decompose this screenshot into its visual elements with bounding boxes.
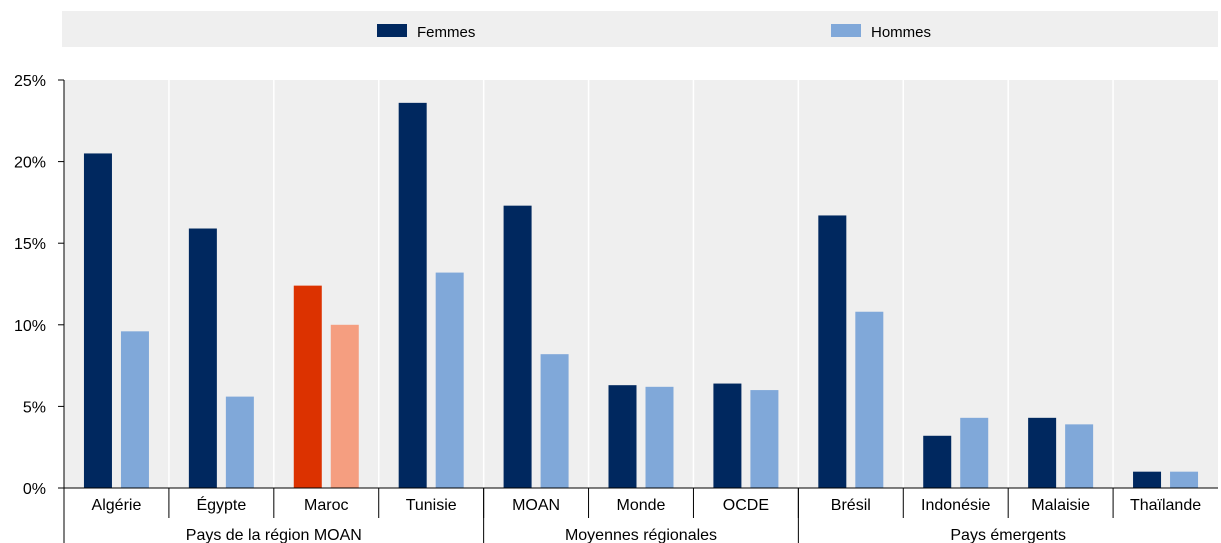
legend-swatch-1 bbox=[831, 24, 861, 37]
category-label: Égypte bbox=[196, 495, 246, 514]
bar-femmes-8 bbox=[923, 435, 952, 488]
y-tick-label: 20% bbox=[14, 155, 46, 172]
y-axis-ticks: 0% 5% 10% 15% 20% 25% bbox=[14, 73, 64, 498]
bar-hommes-8 bbox=[960, 417, 989, 488]
category-label: Monde bbox=[617, 497, 666, 514]
x-axis-groups: Pays de la région MOAN Moyennes régionale… bbox=[186, 488, 1066, 543]
legend-label-1: Hommes bbox=[871, 24, 931, 41]
y-tick-label: 15% bbox=[14, 236, 46, 253]
bar-hommes-7 bbox=[855, 311, 884, 488]
bar-femmes-1 bbox=[188, 228, 217, 488]
category-label: Thaïlande bbox=[1130, 497, 1201, 514]
category-label: Indonésie bbox=[921, 497, 990, 514]
bar-hommes-6 bbox=[750, 390, 779, 488]
group-label: Pays émergents bbox=[950, 527, 1066, 543]
bar-femmes-2 bbox=[293, 285, 322, 488]
group-label: Moyennes régionales bbox=[565, 527, 717, 543]
x-axis-categories: Algérie Égypte Maroc Tunisie MOAN Monde OCDE Br… bbox=[92, 488, 1201, 518]
bar-femmes-0 bbox=[83, 153, 112, 488]
bar-femmes-3 bbox=[398, 102, 427, 489]
bar-hommes-10 bbox=[1170, 471, 1199, 488]
legend-background bbox=[62, 11, 1218, 47]
bar-femmes-10 bbox=[1133, 471, 1162, 488]
y-tick-label: 0% bbox=[23, 481, 46, 498]
y-tick-label: 5% bbox=[23, 399, 46, 416]
bar-hommes-9 bbox=[1065, 424, 1094, 488]
bar-hommes-5 bbox=[645, 386, 674, 488]
bar-hommes-2 bbox=[330, 324, 359, 488]
legend-label-0: Femmes bbox=[417, 24, 475, 41]
legend-swatch-0 bbox=[377, 24, 407, 37]
bar-femmes-5 bbox=[608, 385, 637, 488]
bar-femmes-6 bbox=[713, 383, 742, 488]
category-label: OCDE bbox=[723, 497, 769, 514]
bar-femmes-4 bbox=[503, 205, 532, 488]
y-tick-label: 10% bbox=[14, 318, 46, 335]
plot-background bbox=[64, 80, 1218, 488]
category-label: Tunisie bbox=[406, 497, 457, 514]
axes bbox=[63, 80, 1218, 543]
bar-femmes-7 bbox=[818, 215, 847, 488]
bar-hommes-3 bbox=[435, 272, 464, 488]
bar-hommes-0 bbox=[120, 331, 149, 488]
category-label: Brésil bbox=[831, 497, 871, 514]
bars bbox=[83, 102, 1199, 489]
group-label: Pays de la région MOAN bbox=[186, 527, 362, 543]
y-tick-label: 25% bbox=[14, 73, 46, 90]
category-label: Malaisie bbox=[1031, 497, 1090, 514]
bar-hommes-1 bbox=[225, 396, 254, 488]
category-label: MOAN bbox=[512, 497, 560, 514]
category-label: Maroc bbox=[304, 497, 348, 514]
gridlines bbox=[168, 80, 1114, 488]
bar-hommes-4 bbox=[540, 354, 569, 488]
legend: Femmes Hommes bbox=[62, 11, 1218, 47]
bar-femmes-9 bbox=[1028, 417, 1057, 488]
category-label: Algérie bbox=[92, 497, 142, 514]
